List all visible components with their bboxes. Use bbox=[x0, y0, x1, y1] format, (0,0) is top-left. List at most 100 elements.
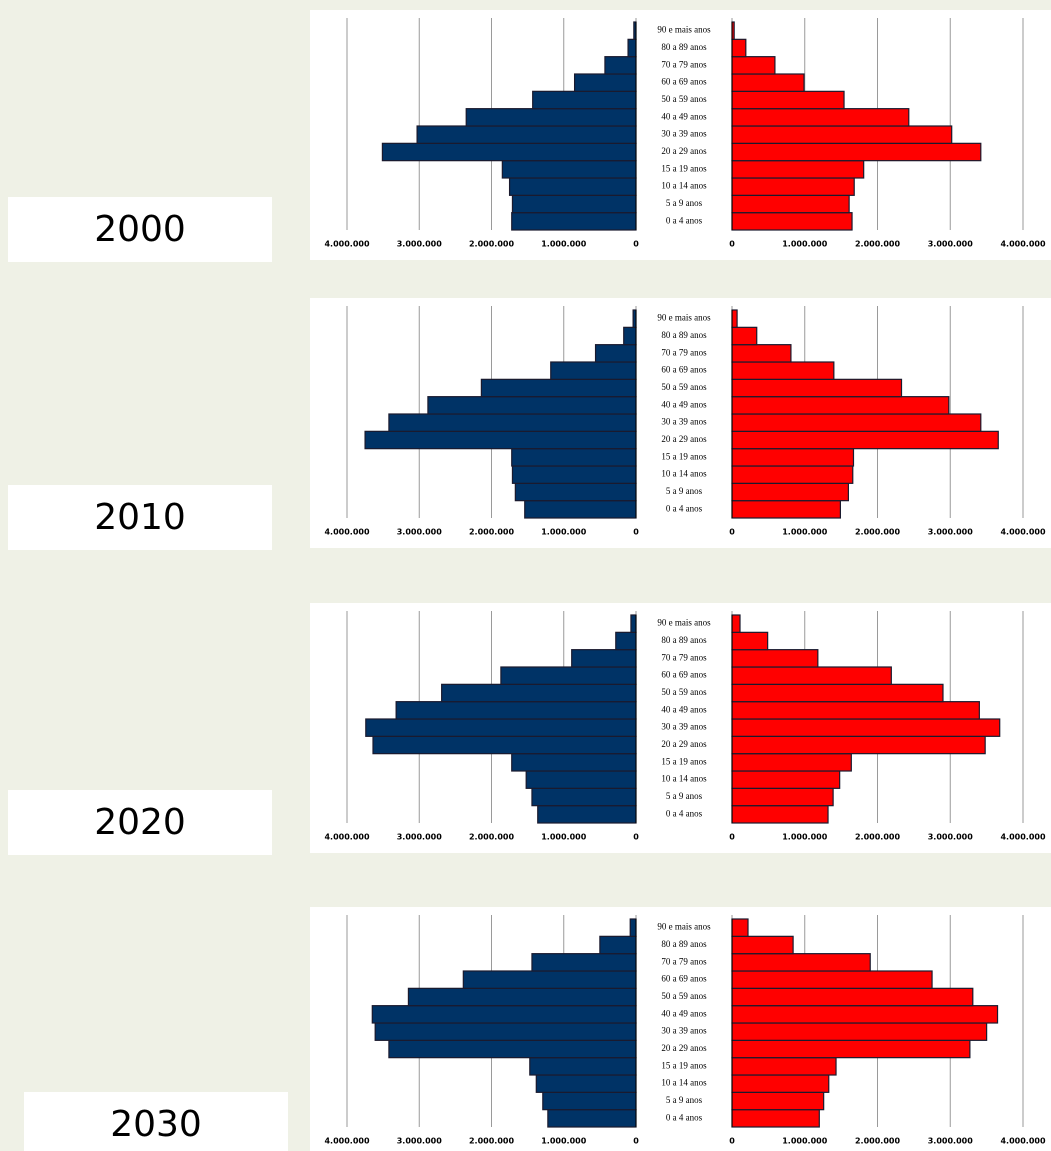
x-tick-label: 4.000.000 bbox=[1000, 240, 1045, 249]
x-tick-label: 4.000.000 bbox=[324, 833, 369, 842]
x-tick-label: 4.000.000 bbox=[1000, 833, 1045, 842]
bar bbox=[550, 361, 637, 380]
bar bbox=[731, 344, 792, 363]
x-tick-label: 4.000.000 bbox=[324, 528, 369, 537]
bar bbox=[731, 194, 850, 214]
bar bbox=[731, 309, 738, 328]
bar bbox=[731, 1109, 820, 1128]
category-label: 5 a 9 anos bbox=[666, 791, 703, 801]
x-tick-label: 2.000.000 bbox=[855, 833, 900, 842]
bar bbox=[381, 142, 637, 162]
year-box bbox=[8, 485, 272, 550]
x-tick-label: 0 bbox=[729, 1137, 735, 1146]
category-label: 80 a 89 anos bbox=[661, 635, 707, 645]
chart-title: 2000 bbox=[94, 209, 186, 250]
bar bbox=[731, 56, 776, 75]
bar bbox=[731, 753, 852, 772]
bar bbox=[615, 631, 637, 651]
category-label: 70 a 79 anos bbox=[661, 652, 707, 662]
category-label: 50 a 59 anos bbox=[661, 991, 707, 1001]
category-label: 40 a 49 anos bbox=[661, 704, 707, 714]
bar bbox=[731, 701, 980, 720]
bar bbox=[731, 1022, 988, 1041]
category-label: 10 a 14 anos bbox=[661, 181, 707, 191]
bar bbox=[371, 1005, 637, 1024]
category-label: 0 a 4 anos bbox=[666, 1112, 703, 1122]
x-tick-label: 0 bbox=[633, 833, 639, 842]
category-label: 20 a 29 anos bbox=[661, 146, 707, 156]
category-label: 0 a 4 anos bbox=[666, 215, 703, 225]
bar bbox=[731, 1091, 825, 1111]
bar bbox=[374, 1022, 637, 1041]
x-tick-label: 4.000.000 bbox=[324, 240, 369, 249]
bar bbox=[731, 430, 999, 450]
x-tick-label: 3.000.000 bbox=[397, 833, 442, 842]
category-label: 40 a 49 anos bbox=[661, 111, 707, 121]
bar bbox=[604, 56, 637, 75]
x-tick-label: 3.000.000 bbox=[928, 1137, 973, 1146]
bar bbox=[731, 160, 865, 179]
bar bbox=[731, 38, 747, 58]
bar bbox=[511, 753, 637, 772]
bar bbox=[364, 430, 637, 450]
x-tick-label: 2.000.000 bbox=[855, 240, 900, 249]
category-label: 90 e mais anos bbox=[657, 618, 711, 628]
year-box bbox=[8, 790, 272, 855]
chart-title: 2030 bbox=[110, 1104, 202, 1145]
category-label: 15 a 19 anos bbox=[661, 451, 707, 461]
category-label: 80 a 89 anos bbox=[661, 42, 707, 52]
bar bbox=[531, 787, 637, 807]
bar bbox=[731, 935, 794, 955]
bar bbox=[525, 770, 637, 789]
bar bbox=[372, 735, 637, 755]
category-label: 40 a 49 anos bbox=[661, 1008, 707, 1018]
category-label: 5 a 9 anos bbox=[666, 486, 703, 496]
category-label: 5 a 9 anos bbox=[666, 198, 703, 208]
bar bbox=[731, 787, 834, 807]
x-tick-label: 1.000.000 bbox=[782, 240, 827, 249]
bar bbox=[731, 326, 758, 346]
bar bbox=[731, 500, 841, 519]
bar bbox=[531, 953, 637, 972]
bar bbox=[731, 125, 953, 144]
x-tick-label: 2.000.000 bbox=[469, 240, 514, 249]
year-box bbox=[24, 1092, 288, 1151]
bar bbox=[731, 212, 853, 231]
bar bbox=[599, 935, 637, 955]
category-label: 10 a 14 anos bbox=[661, 774, 707, 784]
bar bbox=[395, 701, 637, 720]
category-label: 60 a 69 anos bbox=[661, 365, 707, 375]
bar bbox=[365, 718, 637, 737]
category-label: 70 a 79 anos bbox=[661, 59, 707, 69]
bar bbox=[623, 326, 637, 346]
category-label: 30 a 39 anos bbox=[661, 1026, 707, 1036]
category-label: 60 a 69 anos bbox=[661, 77, 707, 87]
bar bbox=[731, 108, 910, 127]
bar bbox=[731, 1057, 837, 1076]
x-tick-label: 3.000.000 bbox=[397, 1137, 442, 1146]
bar bbox=[407, 987, 637, 1007]
bar bbox=[627, 38, 637, 58]
category-label: 80 a 89 anos bbox=[661, 939, 707, 949]
bar bbox=[731, 378, 903, 398]
category-label: 60 a 69 anos bbox=[661, 974, 707, 984]
bar bbox=[462, 970, 637, 989]
bar bbox=[388, 413, 637, 432]
bar bbox=[501, 160, 637, 179]
x-tick-label: 3.000.000 bbox=[397, 528, 442, 537]
bar bbox=[731, 614, 741, 633]
x-tick-label: 2.000.000 bbox=[469, 1137, 514, 1146]
bar bbox=[731, 1005, 999, 1024]
bar bbox=[427, 396, 637, 415]
bar bbox=[731, 987, 974, 1007]
category-label: 0 a 4 anos bbox=[666, 503, 703, 513]
bar bbox=[508, 177, 637, 196]
category-label: 50 a 59 anos bbox=[661, 94, 707, 104]
category-label: 10 a 14 anos bbox=[661, 1078, 707, 1088]
bar bbox=[731, 177, 855, 196]
bar bbox=[511, 448, 637, 467]
x-tick-label: 3.000.000 bbox=[928, 833, 973, 842]
bar bbox=[731, 735, 986, 755]
x-tick-label: 1.000.000 bbox=[782, 528, 827, 537]
